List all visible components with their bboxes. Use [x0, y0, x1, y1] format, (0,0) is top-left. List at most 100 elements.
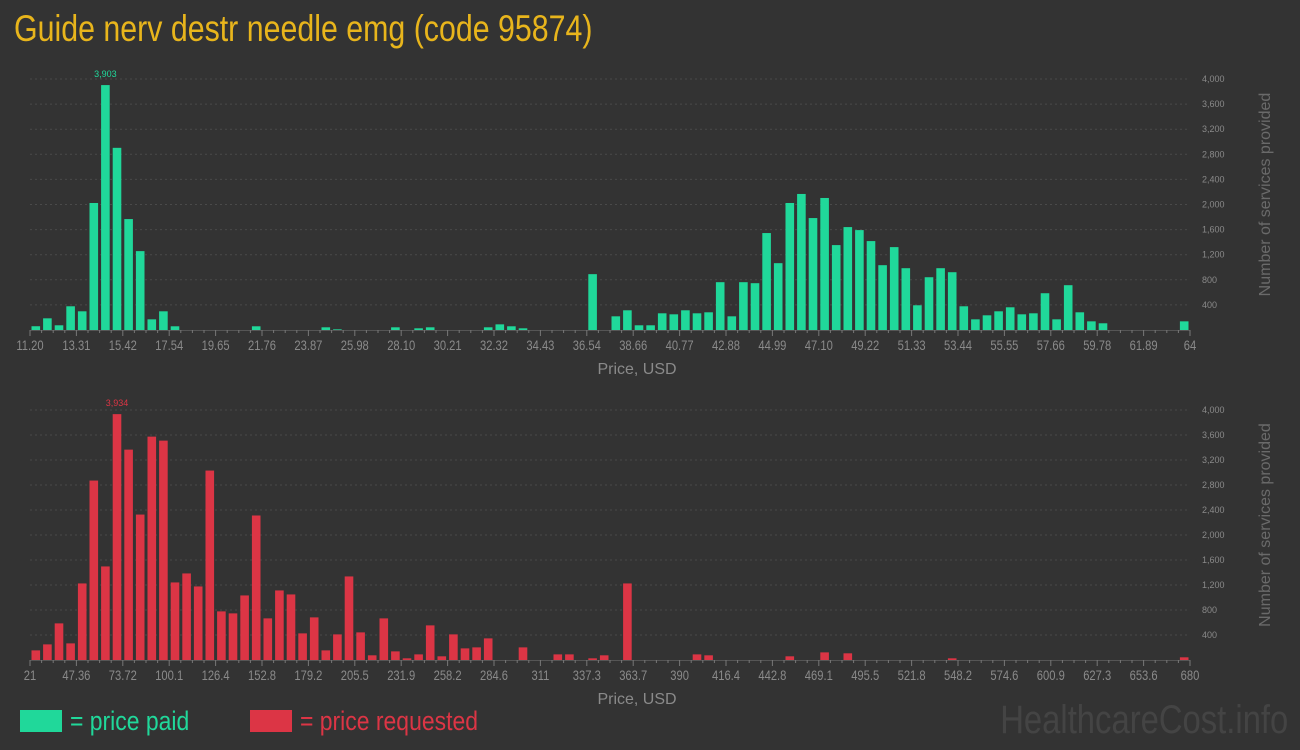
x-tick-label: 28.10 [387, 338, 415, 353]
bar [901, 268, 911, 330]
peak-value-label: 3,903 [94, 69, 117, 79]
x-tick-label: 73.72 [109, 668, 137, 683]
y-tick-label: 4,000 [1202, 405, 1225, 415]
bar [1029, 313, 1038, 330]
bar [924, 277, 934, 330]
x-tick-label: 57.66 [1037, 338, 1065, 353]
x-tick-label: 363.7 [619, 668, 647, 683]
y-axis-title: Number of services provided [1257, 93, 1274, 297]
bar [193, 586, 203, 660]
bar [1052, 319, 1061, 330]
bar [855, 230, 864, 330]
bar [623, 583, 632, 660]
bar [739, 282, 748, 330]
x-tick-label: 442.8 [758, 668, 786, 683]
x-tick-label: 469.1 [805, 668, 833, 683]
bar [762, 233, 771, 330]
bar [773, 263, 783, 330]
x-tick-label: 284.6 [480, 668, 508, 683]
paid-chart: 400 800 1,200 1,600 2,000 2,400 2,800 3,200 3,60… [16, 69, 1274, 378]
page-title: Guide nerv destr needle emg (code 95874) [14, 8, 593, 49]
y-tick-label: 2,000 [1202, 200, 1225, 210]
bar [820, 197, 829, 330]
bar [704, 312, 713, 330]
x-tick-label: 126.4 [202, 668, 230, 683]
bar [727, 316, 737, 330]
y-tick-label: 2,000 [1202, 530, 1225, 540]
x-tick-label: 231.9 [387, 668, 415, 683]
bar [135, 514, 145, 660]
bar [599, 655, 609, 660]
legend-requested-label: = price requested [300, 705, 478, 736]
y-tick-label: 2,800 [1202, 480, 1225, 490]
bar [1005, 307, 1015, 330]
bar [866, 241, 876, 330]
bar [77, 311, 87, 330]
bar [251, 515, 261, 660]
bar [449, 634, 458, 660]
bar [251, 326, 261, 330]
x-tick-label: 30.21 [434, 338, 462, 353]
bar [646, 325, 655, 330]
x-tick-label: 19.65 [202, 338, 230, 353]
bar [147, 436, 157, 660]
bar [669, 314, 679, 330]
bar [495, 324, 505, 330]
bar [425, 625, 435, 660]
bar [588, 274, 597, 330]
x-tick-label: 49.22 [851, 338, 879, 353]
bar [205, 470, 215, 660]
bar [43, 644, 52, 660]
x-tick-label: 17.54 [155, 338, 183, 353]
bar [333, 634, 342, 660]
bar [228, 613, 238, 660]
x-tick-label: 416.4 [712, 668, 740, 683]
bar [878, 265, 887, 330]
bar [170, 582, 180, 660]
bar [391, 327, 400, 330]
x-tick-label: 311 [531, 668, 549, 683]
bar [309, 617, 319, 660]
bar [472, 647, 481, 660]
bar [54, 623, 64, 660]
bar [31, 326, 41, 330]
x-tick-label: 59.78 [1083, 338, 1111, 353]
y-tick-label: 2,400 [1202, 505, 1225, 515]
x-tick-label: 653.6 [1130, 668, 1158, 683]
bar [333, 329, 342, 330]
bar [1179, 321, 1189, 330]
y-tick-label: 3,200 [1202, 124, 1225, 134]
bar [936, 268, 945, 330]
bar [135, 251, 145, 330]
x-tick-label: 680 [1181, 668, 1200, 683]
x-tick-label: 55.55 [990, 338, 1018, 353]
bar [344, 576, 354, 660]
y-tick-label: 800 [1202, 605, 1217, 615]
bar [379, 618, 389, 660]
bar [31, 650, 41, 660]
bar [889, 247, 899, 330]
y-tick-label: 3,200 [1202, 455, 1225, 465]
bar [356, 632, 365, 660]
bar [913, 305, 922, 330]
y-tick-label: 4,000 [1202, 74, 1225, 84]
bar [1017, 314, 1027, 330]
bar [843, 653, 853, 660]
bar [321, 327, 331, 330]
x-tick-label: 600.9 [1037, 668, 1065, 683]
y-tick-label: 3,600 [1202, 99, 1225, 109]
bar [623, 310, 632, 330]
y-tick-label: 2,800 [1202, 149, 1225, 159]
bar [1098, 323, 1108, 330]
x-tick-label: 44.99 [758, 338, 786, 353]
x-tick-label: 38.66 [619, 338, 647, 353]
x-tick-label: 47.36 [62, 668, 90, 683]
brand-watermark: HealthcareCost.info [999, 698, 1288, 742]
x-tick-label: 61.89 [1130, 338, 1158, 353]
bar [77, 583, 87, 660]
requested-chart: 400 800 1,200 1,600 2,000 2,400 2,800 3,200 3,60… [24, 398, 1274, 708]
x-axis-title: Price, USD [597, 691, 676, 708]
bar [275, 590, 284, 660]
bar [124, 449, 133, 660]
